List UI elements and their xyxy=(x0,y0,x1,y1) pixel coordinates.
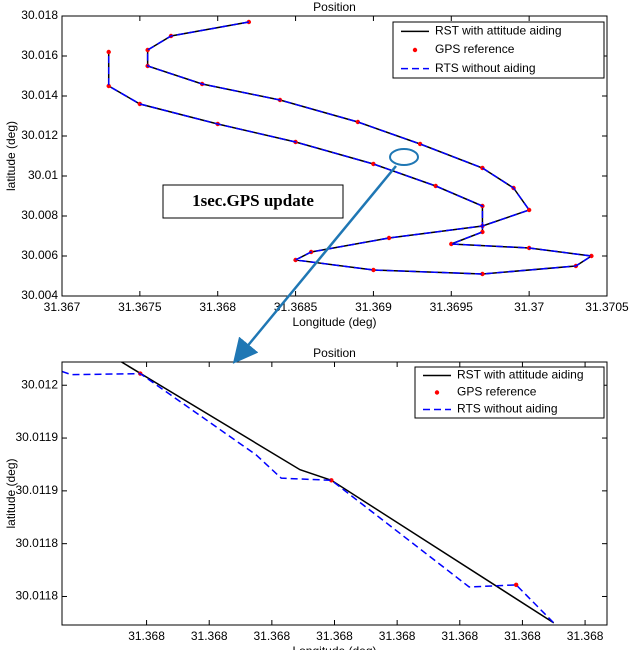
zoom-arrow xyxy=(232,165,397,364)
gps-point xyxy=(589,253,594,259)
chart-title: Position xyxy=(313,0,356,14)
y-axis-label: latitude (deg) xyxy=(4,458,18,528)
data-layer xyxy=(106,19,594,277)
x-tick-label: 31.3705 xyxy=(585,300,629,314)
axes-frame xyxy=(61,15,608,297)
y-tick-label: 30.012 xyxy=(21,128,58,142)
x-tick-label: 31.368 xyxy=(379,629,416,643)
series-line xyxy=(62,370,555,624)
x-tick-label: 31.368 xyxy=(254,629,291,643)
chart-title: Position xyxy=(313,346,356,360)
x-tick-label: 31.369 xyxy=(355,300,392,314)
y-tick-label: 30.01 xyxy=(28,168,58,182)
gps-point xyxy=(106,83,111,89)
x-tick-label: 31.37 xyxy=(514,300,544,314)
x-tick-label: 31.368 xyxy=(567,629,604,643)
gps-point xyxy=(513,582,519,588)
legend-swatch xyxy=(412,47,418,53)
data-layer xyxy=(62,362,555,624)
x-axis-label: Longitude (deg) xyxy=(292,315,376,329)
annotation-box xyxy=(162,184,344,219)
x-tick-label: 31.3675 xyxy=(118,300,162,314)
series-line xyxy=(121,362,555,624)
y-tick-label: 30.0118 xyxy=(16,536,59,550)
gps-point xyxy=(449,241,454,247)
plots: Position Longitude (deg) latitude (deg) 31.… xyxy=(4,0,629,650)
gps-point xyxy=(526,207,532,213)
x-axis-label: Longitude (deg) xyxy=(292,644,376,650)
x-tick-label: 31.367 xyxy=(44,300,81,314)
x-tick-label: 31.368 xyxy=(128,629,165,643)
legend-label: RTS without aiding xyxy=(435,61,536,75)
y-tick-label: 30.016 xyxy=(21,48,58,62)
x-tick-label: 31.3685 xyxy=(274,300,318,314)
annotation: 1sec.GPS update xyxy=(192,191,314,210)
y-axis-label: latitude (deg) xyxy=(4,121,18,191)
y-tick-label: 30.004 xyxy=(21,288,58,302)
x-tick-label: 31.368 xyxy=(316,629,353,643)
y-tick-label: 30.0118 xyxy=(16,589,59,603)
y-tick-label: 30.014 xyxy=(21,88,58,102)
legend-label: RST with attitude aiding xyxy=(457,368,584,382)
y-tick-label: 30.006 xyxy=(21,248,58,262)
y-tick-label: 30.0119 xyxy=(16,483,59,497)
subplot: Position Longitude (deg) latitude (deg) 31.… xyxy=(4,0,629,329)
gps-point xyxy=(371,267,376,273)
y-tick-label: 30.0119 xyxy=(16,430,59,444)
y-tick-label: 30.012 xyxy=(21,377,58,391)
legend-swatch xyxy=(434,390,440,395)
y-tick-label: 30.018 xyxy=(21,8,58,22)
legend-label: RST with attitude aiding xyxy=(435,24,562,38)
x-tick-label: 31.3695 xyxy=(430,300,474,314)
legend-label: RTS without aiding xyxy=(457,402,558,416)
subplot: Position Longitude (deg) latitude (deg) 31.… xyxy=(4,346,608,650)
legend-label: GPS reference xyxy=(435,42,515,56)
axes-frame xyxy=(61,361,608,626)
gps-point xyxy=(329,478,334,483)
gps-point xyxy=(137,101,143,107)
gps-point xyxy=(480,271,485,277)
gps-point xyxy=(386,235,392,241)
highlight-circle xyxy=(389,148,419,166)
y-tick-label: 30.008 xyxy=(21,208,58,222)
legend-label: GPS reference xyxy=(457,385,537,399)
x-tick-label: 31.368 xyxy=(504,629,541,643)
series-line xyxy=(107,21,594,275)
x-tick-label: 31.368 xyxy=(199,300,236,314)
x-tick-label: 31.368 xyxy=(191,629,228,643)
x-tick-label: 31.368 xyxy=(441,629,478,643)
